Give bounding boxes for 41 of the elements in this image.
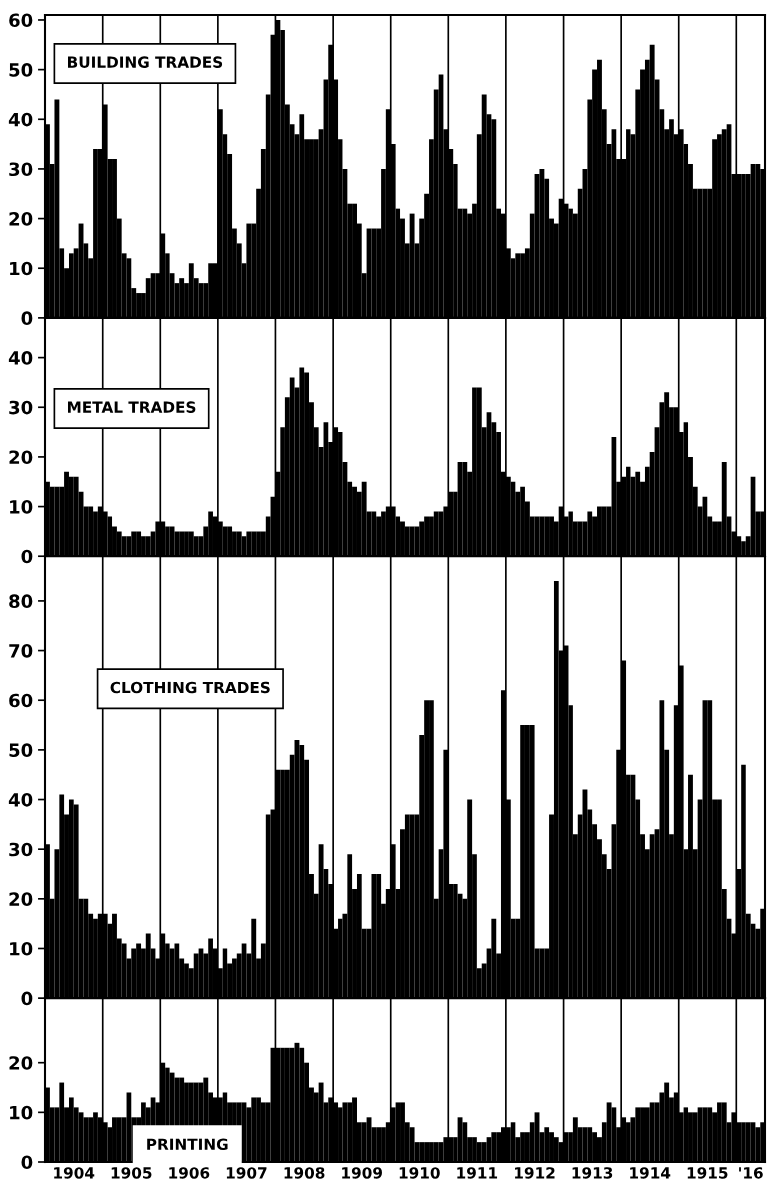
y-tick-label: 20 — [9, 450, 33, 465]
text: PRINTING — [147, 1138, 228, 1151]
y-tick-label: 10 — [10, 500, 33, 514]
x-tick-label: 1915 — [687, 1167, 728, 1179]
y-tick-label: 10 — [10, 941, 33, 956]
y-tick-label: 20 — [9, 892, 33, 906]
text: BUILDING TRADES — [68, 56, 223, 68]
y-tick-label: 0 — [21, 311, 33, 325]
y-tick-label: 40 — [8, 351, 33, 365]
y-tick-label: 0 — [21, 549, 33, 564]
y-tick-label: 30 — [9, 842, 33, 857]
x-tick-label: 1911 — [457, 1167, 498, 1179]
x-tick-label: 1907 — [226, 1167, 267, 1179]
x-tick-label: 1908 — [284, 1167, 325, 1179]
y-tick-label: 30 — [9, 400, 33, 415]
y-tick-label: 40 — [8, 792, 33, 807]
x-tick-label: 1913 — [572, 1167, 613, 1179]
x-tick-label: 1912 — [515, 1167, 555, 1179]
y-tick-label: 0 — [21, 1155, 33, 1170]
x-tick-label: 1905 — [111, 1167, 152, 1179]
x-tick-label: 1910 — [399, 1167, 440, 1179]
y-tick-label: 30 — [9, 162, 33, 177]
y-tick-label: 0 — [21, 991, 33, 1006]
x-tick-label: 1904 — [54, 1167, 95, 1179]
text: CLOTHING TRADES — [110, 681, 270, 694]
y-tick-label: 10 — [10, 261, 33, 276]
y-tick-label: 10 — [10, 1105, 33, 1120]
y-tick-label: 40 — [8, 112, 33, 127]
y-tick-label: 70 — [9, 644, 33, 658]
x-tick-label: '16 — [739, 1167, 763, 1179]
x-tick-label: 1909 — [342, 1167, 382, 1179]
x-tick-label: 1914 — [630, 1167, 671, 1179]
text: METAL TRADES — [68, 401, 196, 413]
y-tick-label: 60 — [9, 13, 33, 28]
y-tick-label: 50 — [9, 63, 33, 77]
y-tick-label: 60 — [9, 693, 33, 708]
x-tick-label: 1906 — [169, 1167, 210, 1179]
y-tick-label: 50 — [9, 743, 33, 757]
y-tick-label: 80 — [9, 594, 33, 609]
y-tick-label: 20 — [9, 212, 33, 226]
y-tick-label: 20 — [9, 1056, 33, 1070]
